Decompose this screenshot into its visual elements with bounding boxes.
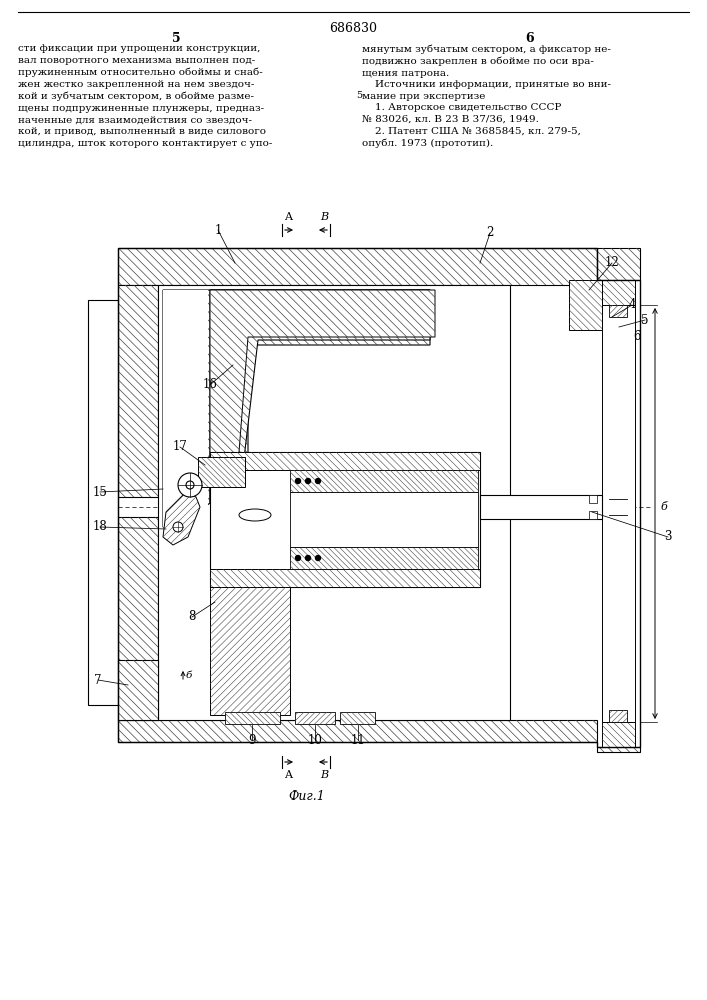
Polygon shape <box>602 722 635 747</box>
Polygon shape <box>340 712 375 724</box>
Text: 6: 6 <box>526 32 534 45</box>
Bar <box>158 285 510 720</box>
Text: 5: 5 <box>641 314 649 326</box>
Text: 6: 6 <box>633 330 641 344</box>
Bar <box>163 290 208 527</box>
Polygon shape <box>225 712 280 724</box>
Polygon shape <box>290 547 478 569</box>
Bar <box>480 495 602 519</box>
Text: 8: 8 <box>188 610 196 624</box>
Polygon shape <box>210 452 480 470</box>
Polygon shape <box>210 290 430 502</box>
Polygon shape <box>163 492 200 545</box>
Text: 686830: 686830 <box>329 22 377 35</box>
Polygon shape <box>602 280 635 305</box>
Bar <box>88 300 118 705</box>
Text: 12: 12 <box>604 256 619 269</box>
Text: 18: 18 <box>93 520 107 534</box>
Circle shape <box>173 522 183 532</box>
Polygon shape <box>118 285 158 497</box>
Bar <box>589 495 597 503</box>
Text: б: б <box>186 670 192 680</box>
Bar <box>602 305 635 722</box>
Polygon shape <box>118 720 597 742</box>
Text: 5: 5 <box>172 32 180 45</box>
Polygon shape <box>569 280 602 330</box>
Text: 7: 7 <box>94 674 102 686</box>
Text: сти фиксации при упрощении конструкции,
вал поворотного механизма выполнен под-
: сти фиксации при упрощении конструкции, … <box>18 44 272 148</box>
Text: 3: 3 <box>665 530 672 544</box>
Text: 4: 4 <box>629 298 636 312</box>
Polygon shape <box>290 470 478 492</box>
Polygon shape <box>210 290 435 504</box>
Bar <box>210 452 480 587</box>
Text: 15: 15 <box>93 486 107 498</box>
Polygon shape <box>210 569 480 587</box>
Text: 16: 16 <box>203 378 218 391</box>
Polygon shape <box>597 248 640 280</box>
Circle shape <box>315 479 320 484</box>
Polygon shape <box>295 712 335 724</box>
Polygon shape <box>609 710 627 722</box>
Circle shape <box>315 556 320 560</box>
Circle shape <box>296 556 300 560</box>
Text: A: A <box>284 212 292 222</box>
Text: A: A <box>284 770 292 780</box>
Circle shape <box>186 481 194 489</box>
Text: 9: 9 <box>248 734 256 746</box>
Text: 10: 10 <box>308 734 322 746</box>
Text: B: B <box>320 212 328 222</box>
Polygon shape <box>163 290 430 527</box>
Circle shape <box>305 556 310 560</box>
Bar <box>290 492 478 547</box>
Polygon shape <box>210 587 290 715</box>
Text: б: б <box>660 502 667 512</box>
Text: 5: 5 <box>356 91 362 100</box>
Circle shape <box>178 473 202 497</box>
Ellipse shape <box>239 509 271 521</box>
Text: 11: 11 <box>351 734 366 746</box>
Polygon shape <box>118 660 158 720</box>
Text: 2: 2 <box>486 227 493 239</box>
Text: B: B <box>320 770 328 780</box>
Circle shape <box>296 479 300 484</box>
Polygon shape <box>597 747 640 752</box>
Text: 17: 17 <box>173 440 187 454</box>
Polygon shape <box>198 457 245 487</box>
Circle shape <box>305 479 310 484</box>
Polygon shape <box>118 248 597 285</box>
Text: мянутым зубчатым сектором, а фиксатор не-
подвижно закреплен в обойме по оси вра: мянутым зубчатым сектором, а фиксатор не… <box>362 44 611 148</box>
Polygon shape <box>118 517 158 720</box>
Polygon shape <box>609 305 627 317</box>
Bar <box>589 511 597 519</box>
Text: 1: 1 <box>214 224 222 236</box>
Text: Фиг.1: Фиг.1 <box>288 790 325 803</box>
